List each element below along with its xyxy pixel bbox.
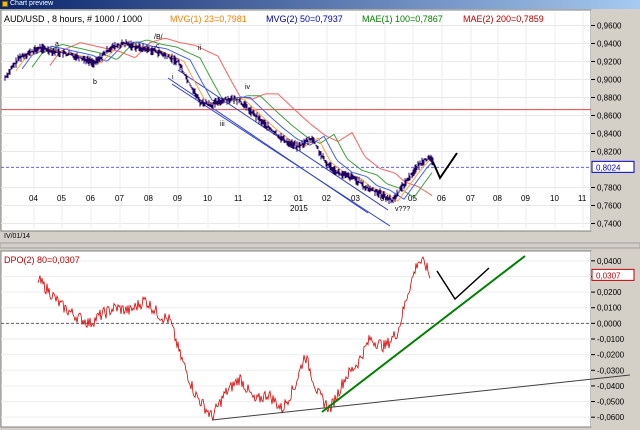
dpo-tick-label: 0,0000	[597, 319, 622, 328]
wave-label-iii: iii	[220, 121, 225, 128]
legend-mvg1: MVG(1) 23=0,7981	[170, 14, 247, 24]
dpo-support-trend	[211, 374, 631, 421]
x-tick-label: 08	[144, 194, 153, 203]
window-title: Chart preview	[10, 0, 54, 7]
panel-splitter[interactable]	[0, 242, 640, 249]
wave-label-ii: ii	[198, 45, 202, 52]
dpo-legend: DPO(2) 80=0,0307	[4, 255, 80, 265]
x-tick-label: 06	[437, 194, 446, 203]
price-tick-label: 0,8800	[597, 94, 622, 103]
projection-arrow	[432, 152, 458, 181]
window-titlebar[interactable]: Chart preview	[0, 0, 640, 9]
x-tick-label: 01	[294, 194, 303, 203]
x-tick-label: 05	[408, 194, 417, 203]
dpo-tick-label: 0,0400	[597, 257, 622, 266]
wave-label-b-major: /B/	[154, 34, 163, 41]
price-tick-label: 0,9600	[597, 22, 622, 31]
price-legend: AUD/USD , 8 hours, # 1000 / 1000 MVG(1) …	[4, 14, 544, 24]
wave-label-a: a	[55, 41, 59, 48]
dpo-series	[37, 256, 431, 421]
dpo-tick-label: 0,0200	[597, 288, 622, 297]
price-y-axis: 0,9600 0,9400 0,9200 0,9000 0,8800 0,8600 0,84…	[591, 22, 622, 229]
x-tick-label: 03	[351, 194, 360, 203]
price-tick-label: 0,8600	[597, 112, 622, 121]
wave-label-iv: iv	[245, 84, 251, 91]
dpo-value-badge	[591, 268, 635, 281]
x-tick-label: 02	[322, 194, 331, 203]
wave-label-c: c	[156, 43, 160, 50]
price-x-axis: 04 05 06 07 08 09 10 11 12 01 02 03 04 05 06 07 08 09 10 11…	[29, 194, 587, 213]
current-price-label: 0,8024	[596, 163, 621, 172]
date-label: IV/01/14	[4, 233, 30, 240]
price-tick-label: 0,7400	[597, 220, 622, 229]
x-tick-label: 11	[578, 194, 587, 203]
dpo-value-label: 0,0307	[596, 271, 621, 280]
dpo-tick-label: -0,0100	[597, 335, 625, 344]
x-tick-label: 08	[493, 194, 502, 203]
dpo-projection	[436, 267, 490, 301]
wave-labels: a b c /B/ ii i iii iv v???	[55, 34, 410, 213]
price-tick-label: 0,7600	[597, 202, 622, 211]
chart-window: 0,9600 0,9400 0,9200 0,9000 0,8800 0,8600 0,84…	[0, 9, 640, 430]
dpo-tick-label: -0,0400	[597, 382, 625, 391]
dpo-grid	[1, 260, 591, 418]
year-label: 2015	[290, 204, 308, 213]
x-tick-label: 09	[521, 194, 530, 203]
legend-mvg2: MVG(2) 50=0,7937	[266, 14, 343, 24]
wave-label-v: v???	[395, 206, 410, 213]
price-tick-label: 0,8200	[597, 148, 622, 157]
chart-canvas[interactable]: 0,9600 0,9400 0,9200 0,9000 0,8800 0,8600 0,84…	[0, 9, 640, 430]
x-tick-label: 09	[173, 194, 182, 203]
x-tick-label: 12	[263, 194, 272, 203]
dpo-tick-label: -0,0600	[597, 413, 625, 422]
mae1-line	[31, 39, 433, 199]
channel-lower-line	[171, 83, 391, 227]
price-tick-label: 0,9200	[597, 58, 622, 67]
x-tick-label: 05	[57, 194, 66, 203]
x-tick-label: 06	[86, 194, 95, 203]
x-tick-label: 04	[29, 194, 38, 203]
price-tick-label: 0,9000	[597, 76, 622, 85]
price-tick-label: 0,8400	[597, 130, 622, 139]
legend-mae1: MAE(1) 100=0,7867	[362, 14, 443, 24]
price-tick-label: 0,7800	[597, 184, 622, 193]
x-tick-label: 10	[203, 194, 212, 203]
legend-mae2: MAE(2) 200=0,7859	[463, 14, 544, 24]
symbol-label: AUD/USD , 8 hours, # 1000 / 1000	[4, 14, 142, 24]
x-tick-label: 10	[550, 194, 559, 203]
price-axis-area	[591, 10, 639, 231]
dpo-tick-label: -0,0300	[597, 366, 625, 375]
wave-label-b: b	[93, 79, 97, 86]
x-tick-label: 07	[466, 194, 475, 203]
x-tick-label: 11	[234, 194, 243, 203]
channel-upper-line	[177, 69, 389, 211]
dpo-tick-label: -0,0200	[597, 351, 625, 360]
price-tick-label: 0,9400	[597, 40, 622, 49]
x-tick-label: 04	[380, 194, 389, 203]
wave-label-i: i	[172, 74, 174, 81]
dpo-tick-label: 0,0100	[597, 304, 622, 313]
x-tick-label: 07	[115, 194, 124, 203]
dpo-green-trendline	[321, 255, 526, 413]
price-series	[4, 39, 434, 204]
dpo-tick-label: -0,0500	[597, 398, 625, 407]
current-price-badge	[591, 160, 635, 173]
app-icon	[2, 1, 8, 7]
